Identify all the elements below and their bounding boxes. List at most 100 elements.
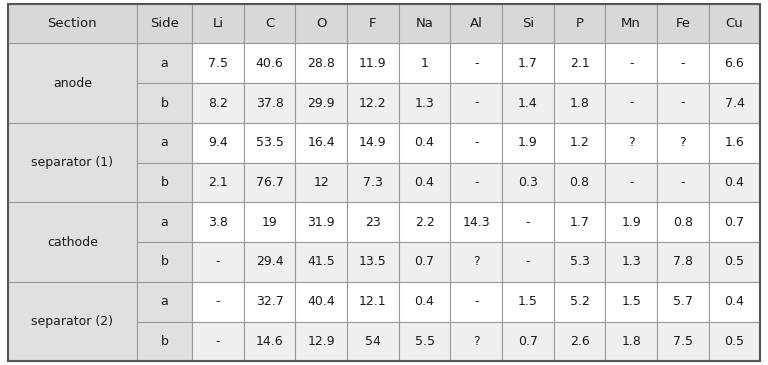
Text: 7.5: 7.5 [208, 57, 228, 70]
Bar [502, 4, 554, 43]
Bar [243, 202, 296, 242]
Text: 1.4: 1.4 [518, 96, 538, 109]
Bar [502, 83, 554, 123]
Bar [554, 4, 605, 43]
Text: 1.3: 1.3 [415, 96, 435, 109]
Text: 31.9: 31.9 [307, 216, 335, 229]
Bar [296, 163, 347, 202]
Text: 0.4: 0.4 [415, 136, 435, 149]
Text: -: - [680, 57, 685, 70]
Text: ?: ? [680, 136, 686, 149]
Text: b: b [161, 335, 168, 348]
Bar [399, 282, 450, 322]
Bar [657, 43, 709, 83]
Bar [399, 202, 450, 242]
Bar [657, 163, 709, 202]
Text: Cu: Cu [726, 17, 743, 30]
Text: 0.5: 0.5 [724, 335, 744, 348]
Text: -: - [474, 136, 478, 149]
Text: 1.8: 1.8 [570, 96, 590, 109]
Text: a: a [161, 57, 168, 70]
Text: 13.5: 13.5 [359, 255, 387, 269]
Bar [347, 282, 399, 322]
Bar [450, 242, 502, 282]
Bar [399, 83, 450, 123]
Text: separator (2): separator (2) [31, 315, 113, 328]
Bar [192, 282, 243, 322]
Text: 5.5: 5.5 [415, 335, 435, 348]
Bar [605, 83, 657, 123]
Text: -: - [474, 295, 478, 308]
Bar [450, 4, 502, 43]
Bar [137, 322, 192, 361]
Text: 0.8: 0.8 [673, 216, 693, 229]
Bar [296, 83, 347, 123]
Text: Side: Side [150, 17, 179, 30]
Bar [192, 123, 243, 163]
Text: 0.7: 0.7 [724, 216, 744, 229]
Text: 7.3: 7.3 [363, 176, 382, 189]
Bar [399, 242, 450, 282]
Bar [296, 202, 347, 242]
Bar [709, 163, 760, 202]
Bar [554, 322, 605, 361]
Bar [137, 4, 192, 43]
Bar [605, 322, 657, 361]
Text: 12.2: 12.2 [359, 96, 386, 109]
Bar [709, 282, 760, 322]
Bar [554, 123, 605, 163]
Text: 1.2: 1.2 [570, 136, 589, 149]
Bar [450, 123, 502, 163]
Text: -: - [525, 255, 530, 269]
Bar [296, 123, 347, 163]
Text: 29.9: 29.9 [307, 96, 335, 109]
Text: 11.9: 11.9 [359, 57, 386, 70]
Text: 23: 23 [365, 216, 381, 229]
Bar [657, 202, 709, 242]
Bar [347, 83, 399, 123]
Text: 0.3: 0.3 [518, 176, 538, 189]
Text: ?: ? [628, 136, 634, 149]
Bar [450, 202, 502, 242]
Text: -: - [680, 176, 685, 189]
Text: b: b [161, 96, 168, 109]
Bar [554, 83, 605, 123]
Bar [399, 4, 450, 43]
Bar [8, 43, 137, 123]
Text: 53.5: 53.5 [256, 136, 283, 149]
Text: b: b [161, 176, 168, 189]
Text: Section: Section [48, 17, 97, 30]
Bar [554, 242, 605, 282]
Bar [8, 4, 137, 43]
Text: -: - [216, 255, 220, 269]
Text: -: - [216, 335, 220, 348]
Text: -: - [629, 57, 634, 70]
Bar [502, 282, 554, 322]
Text: -: - [629, 176, 634, 189]
Bar [243, 163, 296, 202]
Bar [450, 83, 502, 123]
Text: 3.8: 3.8 [208, 216, 228, 229]
Bar [657, 83, 709, 123]
Bar [243, 242, 296, 282]
Bar [296, 322, 347, 361]
Bar [243, 282, 296, 322]
Bar [657, 242, 709, 282]
Text: a: a [161, 295, 168, 308]
Text: 0.4: 0.4 [415, 295, 435, 308]
Bar [554, 43, 605, 83]
Text: 2.1: 2.1 [570, 57, 589, 70]
Text: 2.2: 2.2 [415, 216, 435, 229]
Bar [192, 242, 243, 282]
Bar [347, 4, 399, 43]
Bar [296, 43, 347, 83]
Text: 0.7: 0.7 [518, 335, 538, 348]
Text: C: C [265, 17, 274, 30]
Text: 0.4: 0.4 [724, 176, 744, 189]
Bar [502, 123, 554, 163]
Bar [8, 202, 137, 282]
Text: 0.7: 0.7 [415, 255, 435, 269]
Text: -: - [474, 57, 478, 70]
Text: 12.1: 12.1 [359, 295, 386, 308]
Text: 6.6: 6.6 [725, 57, 744, 70]
